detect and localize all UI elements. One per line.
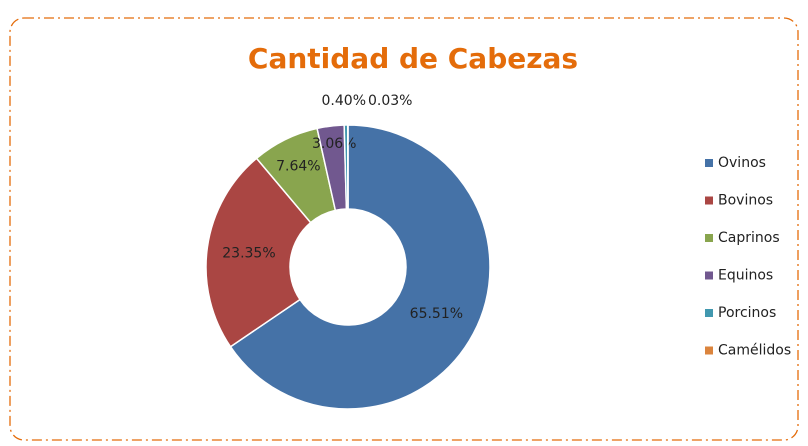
data-label: 7.64% — [276, 159, 320, 175]
chart-title: Cantidad de Cabezas — [248, 42, 578, 75]
legend-swatch — [705, 346, 713, 355]
legend-label: Camélidos — [718, 343, 791, 359]
data-label: 0.40% — [322, 93, 366, 109]
data-label: 0.03% — [368, 93, 412, 109]
legend-label: Bovinos — [718, 193, 773, 209]
legend-label: Equinos — [718, 268, 773, 284]
legend-swatch — [705, 309, 713, 317]
legend-swatch — [705, 271, 713, 280]
legend-swatch — [705, 234, 713, 242]
data-label: 3.06% — [312, 136, 356, 152]
legend-swatch — [705, 159, 713, 167]
slice — [229, 124, 491, 410]
slice — [205, 157, 312, 348]
legend-label: Caprinos — [718, 230, 780, 246]
legend-label: Porcinos — [718, 305, 776, 321]
legend-swatch — [705, 196, 713, 205]
legend-label: Ovinos — [718, 155, 766, 171]
data-label: 23.35% — [222, 245, 275, 261]
data-label: 65.51% — [410, 306, 463, 322]
